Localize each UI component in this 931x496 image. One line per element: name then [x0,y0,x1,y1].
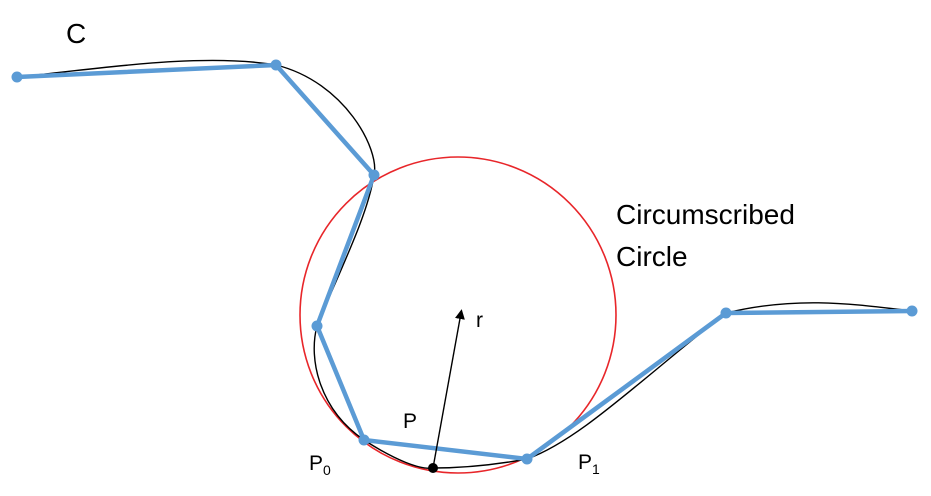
p1-label-main: P [578,451,592,474]
p0-label: P0 [309,452,331,478]
p1-label: P1 [578,451,600,477]
radius-label: r [476,309,483,332]
curve-label: C [66,18,86,49]
curve-point [428,463,438,473]
control-point [368,169,380,181]
circle-label-line1: Circumscribed [616,199,795,230]
p1-label-sub: 1 [592,461,600,477]
control-point [720,307,732,319]
control-point [906,305,918,317]
circle-label-line2: Circle [616,241,688,272]
control-point-p0 [358,434,370,446]
p0-label-sub: 0 [323,462,331,478]
control-points [11,59,918,465]
circumscribed-circle [299,156,617,474]
radius-arrow [432,309,465,469]
control-point [11,71,23,83]
control-point [311,320,323,332]
control-point [270,59,282,71]
p0-label-main: P [309,452,323,475]
curve-c [16,59,913,469]
control-point-p1 [521,453,533,465]
control-polyline [14,62,915,462]
point-label: P [403,410,417,433]
